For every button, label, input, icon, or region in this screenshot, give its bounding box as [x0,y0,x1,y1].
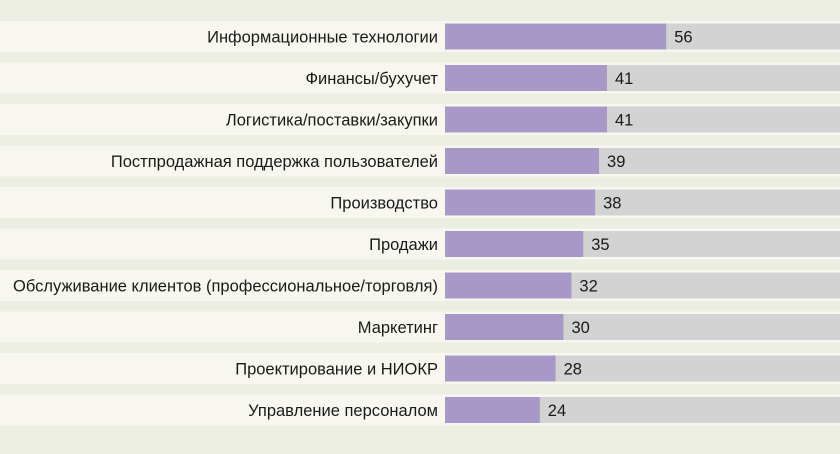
value-label: 41 [615,70,633,88]
chart-row: Продажи 35 [0,228,840,260]
category-label: Финансы/бухучет [306,70,439,88]
value-label: 28 [564,361,582,379]
chart-row: Управление персоналом 24 [0,394,840,426]
bar [445,314,564,340]
bar [445,148,600,174]
category-label: Проектирование и НИОКР [235,361,438,379]
chart-row: Производство 38 [0,187,840,218]
category-label: Маркетинг [358,319,438,337]
chart-row: Логистика/поставки/закупки 41 [0,104,840,135]
category-label: Производство [330,195,438,213]
chart-row: Информационные технологии 56 [0,21,840,52]
bar [445,106,607,133]
bar [445,355,556,382]
category-label: Информационные технологии [207,29,438,47]
value-label: 30 [572,319,590,337]
value-label: 38 [603,195,621,213]
bar [445,65,607,91]
category-label: Обслуживание клиентов (профессиональное/… [13,278,438,296]
value-label: 32 [579,278,597,296]
chart-row: Маркетинг 30 [0,311,840,343]
value-label: 39 [607,153,625,171]
chart-row: Финансы/бухучет 41 [0,62,840,94]
value-label: 35 [591,236,609,254]
value-label: 24 [548,402,566,420]
category-label: Логистика/поставки/закупки [226,112,438,130]
bar [445,23,667,50]
value-label: 41 [615,112,633,130]
chart-row: Проектирование и НИОКР 28 [0,353,840,384]
chart-row: Обслуживание клиентов (профессиональное/… [0,270,840,301]
category-label: Продажи [369,236,438,254]
bar [445,189,596,216]
category-label: Постпродажная поддержка пользователей [111,153,438,171]
value-label: 56 [674,29,692,47]
category-label: Управление персоналом [248,402,438,420]
bar [445,231,584,257]
bar [445,272,572,299]
bar [445,397,540,423]
chart-row: Постпродажная поддержка пользователей 39 [0,145,840,177]
